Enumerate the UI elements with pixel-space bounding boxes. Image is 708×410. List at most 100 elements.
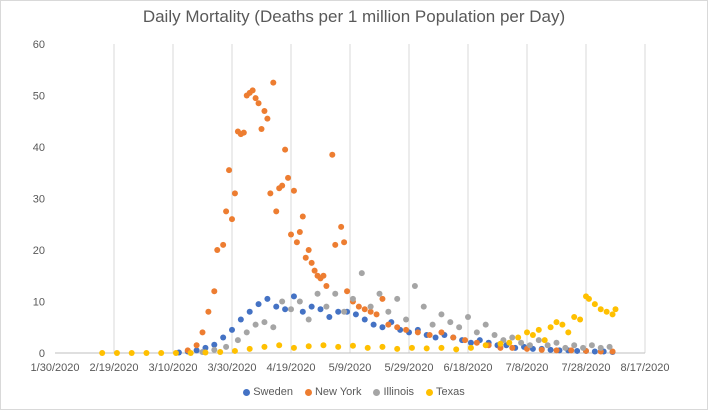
data-point — [497, 344, 504, 351]
data-point — [211, 346, 218, 353]
data-point — [341, 308, 348, 315]
data-point — [229, 216, 235, 223]
x-tick-label: 5/29/2020 — [385, 362, 434, 374]
legend-label: Sweden — [253, 386, 293, 398]
series-new-york — [184, 79, 616, 355]
data-point — [158, 350, 165, 356]
data-point — [426, 331, 433, 338]
y-tick-label: 0 — [39, 348, 45, 360]
data-point — [220, 334, 227, 341]
legend-item: New York — [304, 386, 361, 398]
data-point — [559, 321, 566, 328]
data-point — [143, 350, 150, 356]
data-point — [612, 306, 619, 313]
legend: Sweden New York Illinois Texas — [0, 386, 708, 398]
data-point — [290, 187, 297, 194]
data-point — [335, 308, 342, 315]
data-point — [267, 190, 274, 197]
data-point — [562, 344, 569, 351]
data-point — [577, 316, 584, 323]
data-point — [223, 343, 230, 350]
data-point — [314, 290, 321, 297]
data-point — [305, 247, 312, 253]
data-point — [273, 208, 280, 215]
data-point — [214, 247, 221, 253]
data-point — [211, 288, 218, 295]
data-point — [361, 306, 368, 313]
data-point — [99, 350, 106, 356]
data-point — [299, 308, 306, 315]
data-point — [453, 346, 460, 353]
data-point — [193, 347, 200, 354]
data-point — [258, 125, 265, 132]
data-point — [290, 344, 297, 351]
y-tick-label: 50 — [33, 91, 45, 103]
data-point — [261, 107, 268, 114]
data-point — [411, 283, 418, 290]
y-tick-label: 60 — [33, 39, 45, 51]
data-point — [526, 342, 533, 349]
data-point — [379, 324, 386, 331]
data-point — [585, 295, 592, 302]
x-tick-label: 3/30/2020 — [208, 362, 257, 374]
data-point — [326, 313, 333, 320]
data-point — [420, 303, 427, 310]
data-point — [320, 272, 327, 279]
data-point — [276, 342, 283, 349]
data-point — [373, 311, 380, 318]
data-point — [408, 344, 415, 351]
data-point — [429, 321, 436, 328]
data-point — [293, 239, 300, 246]
data-point — [323, 303, 330, 310]
data-point — [279, 182, 286, 189]
data-point — [467, 339, 474, 346]
data-point — [553, 347, 560, 354]
data-point — [264, 295, 271, 302]
data-point — [302, 254, 309, 261]
data-point — [394, 324, 401, 331]
data-point — [547, 346, 554, 353]
data-point — [506, 339, 513, 346]
data-point — [270, 79, 277, 86]
data-point — [261, 319, 268, 326]
data-point — [249, 87, 256, 94]
data-point — [243, 329, 250, 336]
data-point — [603, 308, 610, 315]
data-point — [385, 321, 392, 328]
data-point — [311, 267, 318, 274]
data-point — [234, 337, 241, 344]
data-point — [367, 308, 374, 315]
grid-lines — [113, 44, 646, 353]
legend-item: Texas — [426, 386, 465, 398]
data-point — [509, 344, 516, 351]
data-point — [518, 339, 525, 346]
data-point — [609, 311, 616, 318]
data-point — [288, 231, 294, 238]
legend-marker — [243, 388, 251, 396]
data-point — [255, 100, 262, 107]
data-point — [252, 95, 259, 102]
data-point — [335, 343, 342, 350]
data-point — [497, 340, 504, 347]
data-point — [364, 344, 371, 351]
legend-item: Illinois — [373, 386, 414, 398]
data-point — [172, 350, 179, 356]
data-point — [285, 174, 292, 181]
x-tick-label: 7/8/2020 — [506, 362, 549, 374]
data-point — [282, 146, 289, 153]
data-point — [597, 306, 604, 313]
data-point — [193, 342, 200, 349]
data-point — [574, 347, 581, 354]
data-point — [282, 306, 289, 313]
data-point — [565, 329, 572, 336]
data-point — [255, 301, 262, 308]
x-tick-label: 5/9/2020 — [329, 362, 372, 374]
data-point — [305, 316, 312, 323]
data-point — [544, 342, 551, 349]
data-point — [252, 321, 259, 328]
data-point — [279, 298, 286, 305]
x-tick-label: 7/28/2020 — [562, 362, 611, 374]
data-point — [571, 313, 578, 320]
data-point — [597, 344, 604, 351]
